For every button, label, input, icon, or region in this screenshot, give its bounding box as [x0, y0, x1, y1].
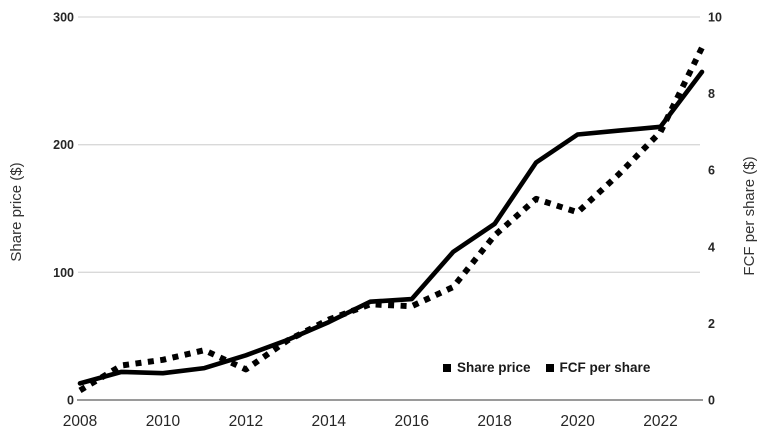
right-axis-tick-label: 4: [708, 240, 715, 254]
legend-label-share-price: Share price: [457, 360, 531, 375]
right-axis-tick-label: 8: [708, 87, 715, 101]
left-axis-tick-label: 300: [53, 11, 74, 25]
left-axis-tick-label: 200: [53, 138, 74, 152]
legend-item-fcf-per-share: FCF per share: [545, 360, 651, 375]
right-axis-tick-label: 10: [708, 11, 722, 25]
share-price-line: [77, 69, 705, 386]
x-axis-tick-label: 2010: [146, 413, 181, 430]
legend-item-share-price: Share price: [443, 360, 531, 375]
x-axis-tick-label: 2014: [312, 413, 347, 430]
x-axis-tick-label: 2022: [643, 413, 677, 430]
right-axis-title: FCF per share ($): [741, 156, 758, 275]
x-axis-tick-label: 2020: [560, 413, 595, 430]
x-axis-tick-label: 2012: [229, 413, 263, 430]
fcf-per-share-line: [78, 46, 705, 393]
right-axis-tick-label: 0: [708, 394, 715, 408]
x-axis-tick-label: 2018: [477, 413, 511, 430]
x-axis-tick-label: 2016: [394, 413, 428, 430]
legend: Share price FCF per share: [443, 360, 650, 375]
left-axis-title: Share price ($): [8, 162, 25, 261]
left-axis-tick-label: 100: [53, 266, 74, 280]
right-axis-tick-label: 6: [708, 164, 715, 178]
fcf-per-share-marker-icon: [545, 363, 554, 372]
legend-label-fcf-per-share: FCF per share: [559, 360, 651, 375]
left-axis-tick-label: 0: [67, 394, 74, 408]
right-axis-tick-label: 2: [708, 317, 715, 331]
share-price-marker-icon: [443, 363, 451, 372]
x-axis-tick-label: 2008: [63, 413, 97, 430]
